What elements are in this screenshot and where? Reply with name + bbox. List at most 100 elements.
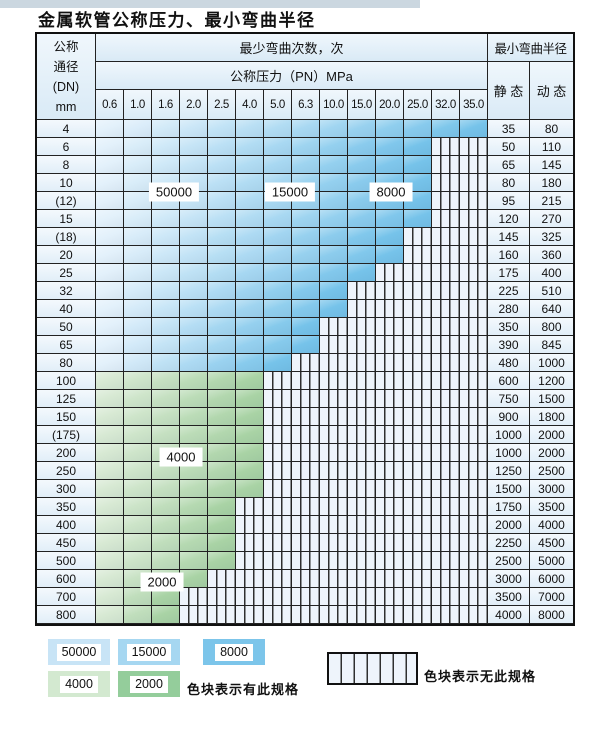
pn-cell-available: [124, 264, 152, 282]
pn-cell-available: [152, 354, 180, 372]
pn-cell-unavailable: [320, 336, 348, 354]
pn-cell-unavailable: [376, 606, 404, 624]
dynamic-radius-cell: 2500: [530, 462, 573, 480]
pn-cell-unavailable: [460, 264, 488, 282]
dynamic-radius-cell: 4000: [530, 516, 573, 534]
pn-cell-available: [208, 246, 236, 264]
dn-cell: 8: [37, 156, 96, 174]
pn-cell-unavailable: [320, 426, 348, 444]
pn-cell-unavailable: [432, 444, 460, 462]
pn-cell-available: [320, 120, 348, 138]
pn-cell-available: [180, 480, 208, 498]
pn-cell-available: [320, 156, 348, 174]
pn-cell-available: [236, 444, 264, 462]
static-radius-cell: 225: [488, 282, 530, 300]
pn-cell-available: [96, 210, 124, 228]
pn-cell-unavailable: [404, 480, 432, 498]
pn-cell-available: [180, 138, 208, 156]
pn-cell-available: [292, 246, 320, 264]
dn-cell: 10: [37, 174, 96, 192]
pn-cell-unavailable: [180, 606, 208, 624]
pn-cell-available: [208, 282, 236, 300]
pn-cell-available: [320, 138, 348, 156]
pn-cell-available: [96, 318, 124, 336]
static-column-header: 静 态: [488, 62, 530, 120]
pn-cell-available: [124, 372, 152, 390]
pn-cell-unavailable: [432, 174, 460, 192]
legend-swatch: 2000: [118, 671, 180, 697]
pn-cell-unavailable: [348, 354, 376, 372]
pn-cell-unavailable: [264, 606, 292, 624]
legend-swatch: 15000: [118, 639, 180, 665]
dn-cell: 200: [37, 444, 96, 462]
pn-cell-available: [180, 336, 208, 354]
pn-cell-unavailable: [460, 498, 488, 516]
pn-cell-available: [124, 354, 152, 372]
pn-cell-unavailable: [404, 426, 432, 444]
pn-cell-unavailable: [376, 570, 404, 588]
pn-cell-available: [208, 516, 236, 534]
pn-cell-available: [124, 192, 152, 210]
pn-cell-available: [208, 390, 236, 408]
page-title: 金属软管公称压力、最小弯曲半径: [38, 11, 316, 31]
pn-cell-available: [152, 588, 180, 606]
pn-cell-available: [96, 444, 124, 462]
pn-cell-available: [348, 174, 376, 192]
pn-cell-available: [404, 120, 432, 138]
pn-column-header: 35.0: [460, 90, 488, 120]
pn-cell-available: [152, 318, 180, 336]
pn-cell-unavailable: [432, 354, 460, 372]
dn-header-line: 公称: [53, 39, 79, 54]
min-bend-cycles-header: 最少弯曲次数，次: [96, 34, 488, 62]
pn-cell-unavailable: [348, 498, 376, 516]
pn-cell-unavailable: [348, 300, 376, 318]
pn-cell-available: [180, 354, 208, 372]
pn-cell-available: [460, 120, 488, 138]
pn-cell-unavailable: [348, 282, 376, 300]
pn-cell-available: [124, 588, 152, 606]
pn-cell-unavailable: [404, 444, 432, 462]
pn-cell-unavailable: [320, 552, 348, 570]
dn-cell: 6: [37, 138, 96, 156]
pn-cell-unavailable: [264, 372, 292, 390]
pn-cell-unavailable: [432, 156, 460, 174]
pn-cell-unavailable: [208, 606, 236, 624]
pn-cell-unavailable: [292, 498, 320, 516]
static-radius-cell: 2250: [488, 534, 530, 552]
pn-cell-unavailable: [376, 462, 404, 480]
pn-cell-available: [404, 210, 432, 228]
pn-cell-available: [348, 138, 376, 156]
pn-cell-available: [376, 156, 404, 174]
dynamic-radius-cell: 80: [530, 120, 573, 138]
pn-cell-available: [320, 282, 348, 300]
dn-cell: (12): [37, 192, 96, 210]
pn-cell-available: [320, 246, 348, 264]
pn-column-header: 10.0: [320, 90, 348, 120]
dynamic-radius-cell: 4500: [530, 534, 573, 552]
pn-cell-unavailable: [460, 606, 488, 624]
pn-cell-unavailable: [432, 498, 460, 516]
pn-cell-unavailable: [292, 480, 320, 498]
pn-cell-available: [96, 354, 124, 372]
pn-cell-unavailable: [292, 570, 320, 588]
legend-swatch-label: 2000: [130, 675, 168, 693]
pn-cell-available: [208, 552, 236, 570]
pn-cell-available: [264, 300, 292, 318]
pn-cell-available: [264, 246, 292, 264]
pn-cell-unavailable: [208, 570, 236, 588]
pn-cell-available: [96, 552, 124, 570]
pn-cell-available: [404, 156, 432, 174]
pn-cell-available: [236, 390, 264, 408]
static-radius-cell: 480: [488, 354, 530, 372]
pn-cell-unavailable: [460, 372, 488, 390]
pn-cell-available: [320, 192, 348, 210]
pn-cell-available: [152, 210, 180, 228]
pn-cell-available: [96, 498, 124, 516]
static-radius-cell: 145: [488, 228, 530, 246]
pn-cell-unavailable: [348, 408, 376, 426]
pn-cell-available: [152, 120, 180, 138]
dynamic-radius-cell: 845: [530, 336, 573, 354]
pn-cell-available: [124, 444, 152, 462]
pn-cell-unavailable: [292, 552, 320, 570]
pn-cell-unavailable: [264, 570, 292, 588]
